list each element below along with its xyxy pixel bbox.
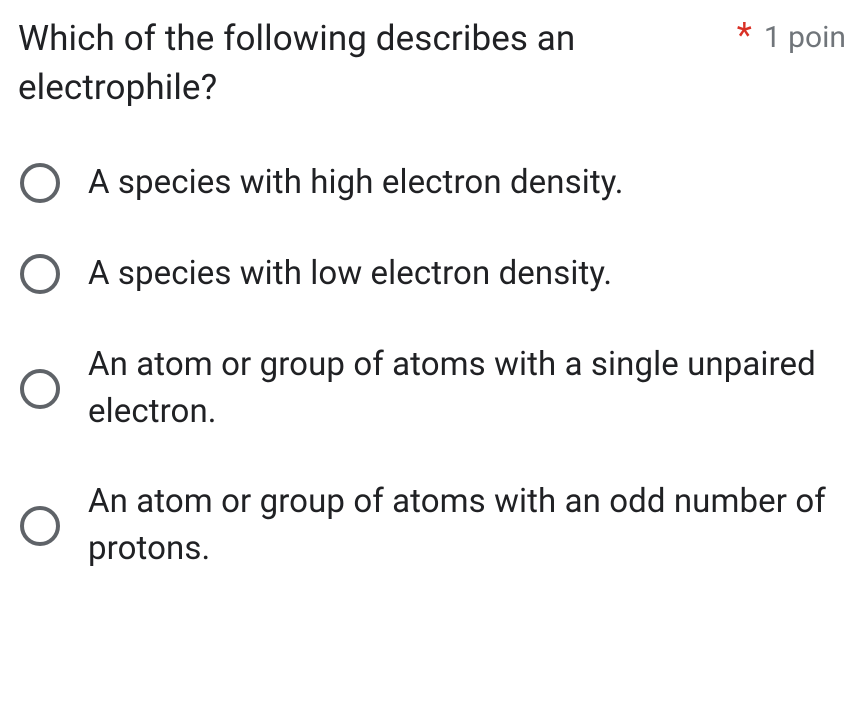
option-label: An atom or group of atoms with a single … xyxy=(88,342,846,436)
option-label: A species with high electron density. xyxy=(88,160,624,207)
options-group: A species with high electron density. A … xyxy=(18,160,846,573)
option-4[interactable]: An atom or group of atoms with an odd nu… xyxy=(20,479,846,573)
option-label: A species with low electron density. xyxy=(88,251,612,298)
option-1[interactable]: A species with high electron density. xyxy=(20,160,846,207)
required-asterisk: * xyxy=(737,18,752,53)
option-2[interactable]: A species with low electron density. xyxy=(20,251,846,298)
question-text: Which of the following describes an elec… xyxy=(18,14,727,112)
radio-icon xyxy=(20,506,60,546)
points-label: 1 poin xyxy=(764,20,846,56)
option-label: An atom or group of atoms with an odd nu… xyxy=(88,479,846,573)
radio-icon xyxy=(20,163,60,203)
radio-icon xyxy=(20,369,60,409)
question-meta: * 1 poin xyxy=(737,14,846,56)
radio-icon xyxy=(20,254,60,294)
option-3[interactable]: An atom or group of atoms with a single … xyxy=(20,342,846,436)
question-header: Which of the following describes an elec… xyxy=(18,14,846,112)
